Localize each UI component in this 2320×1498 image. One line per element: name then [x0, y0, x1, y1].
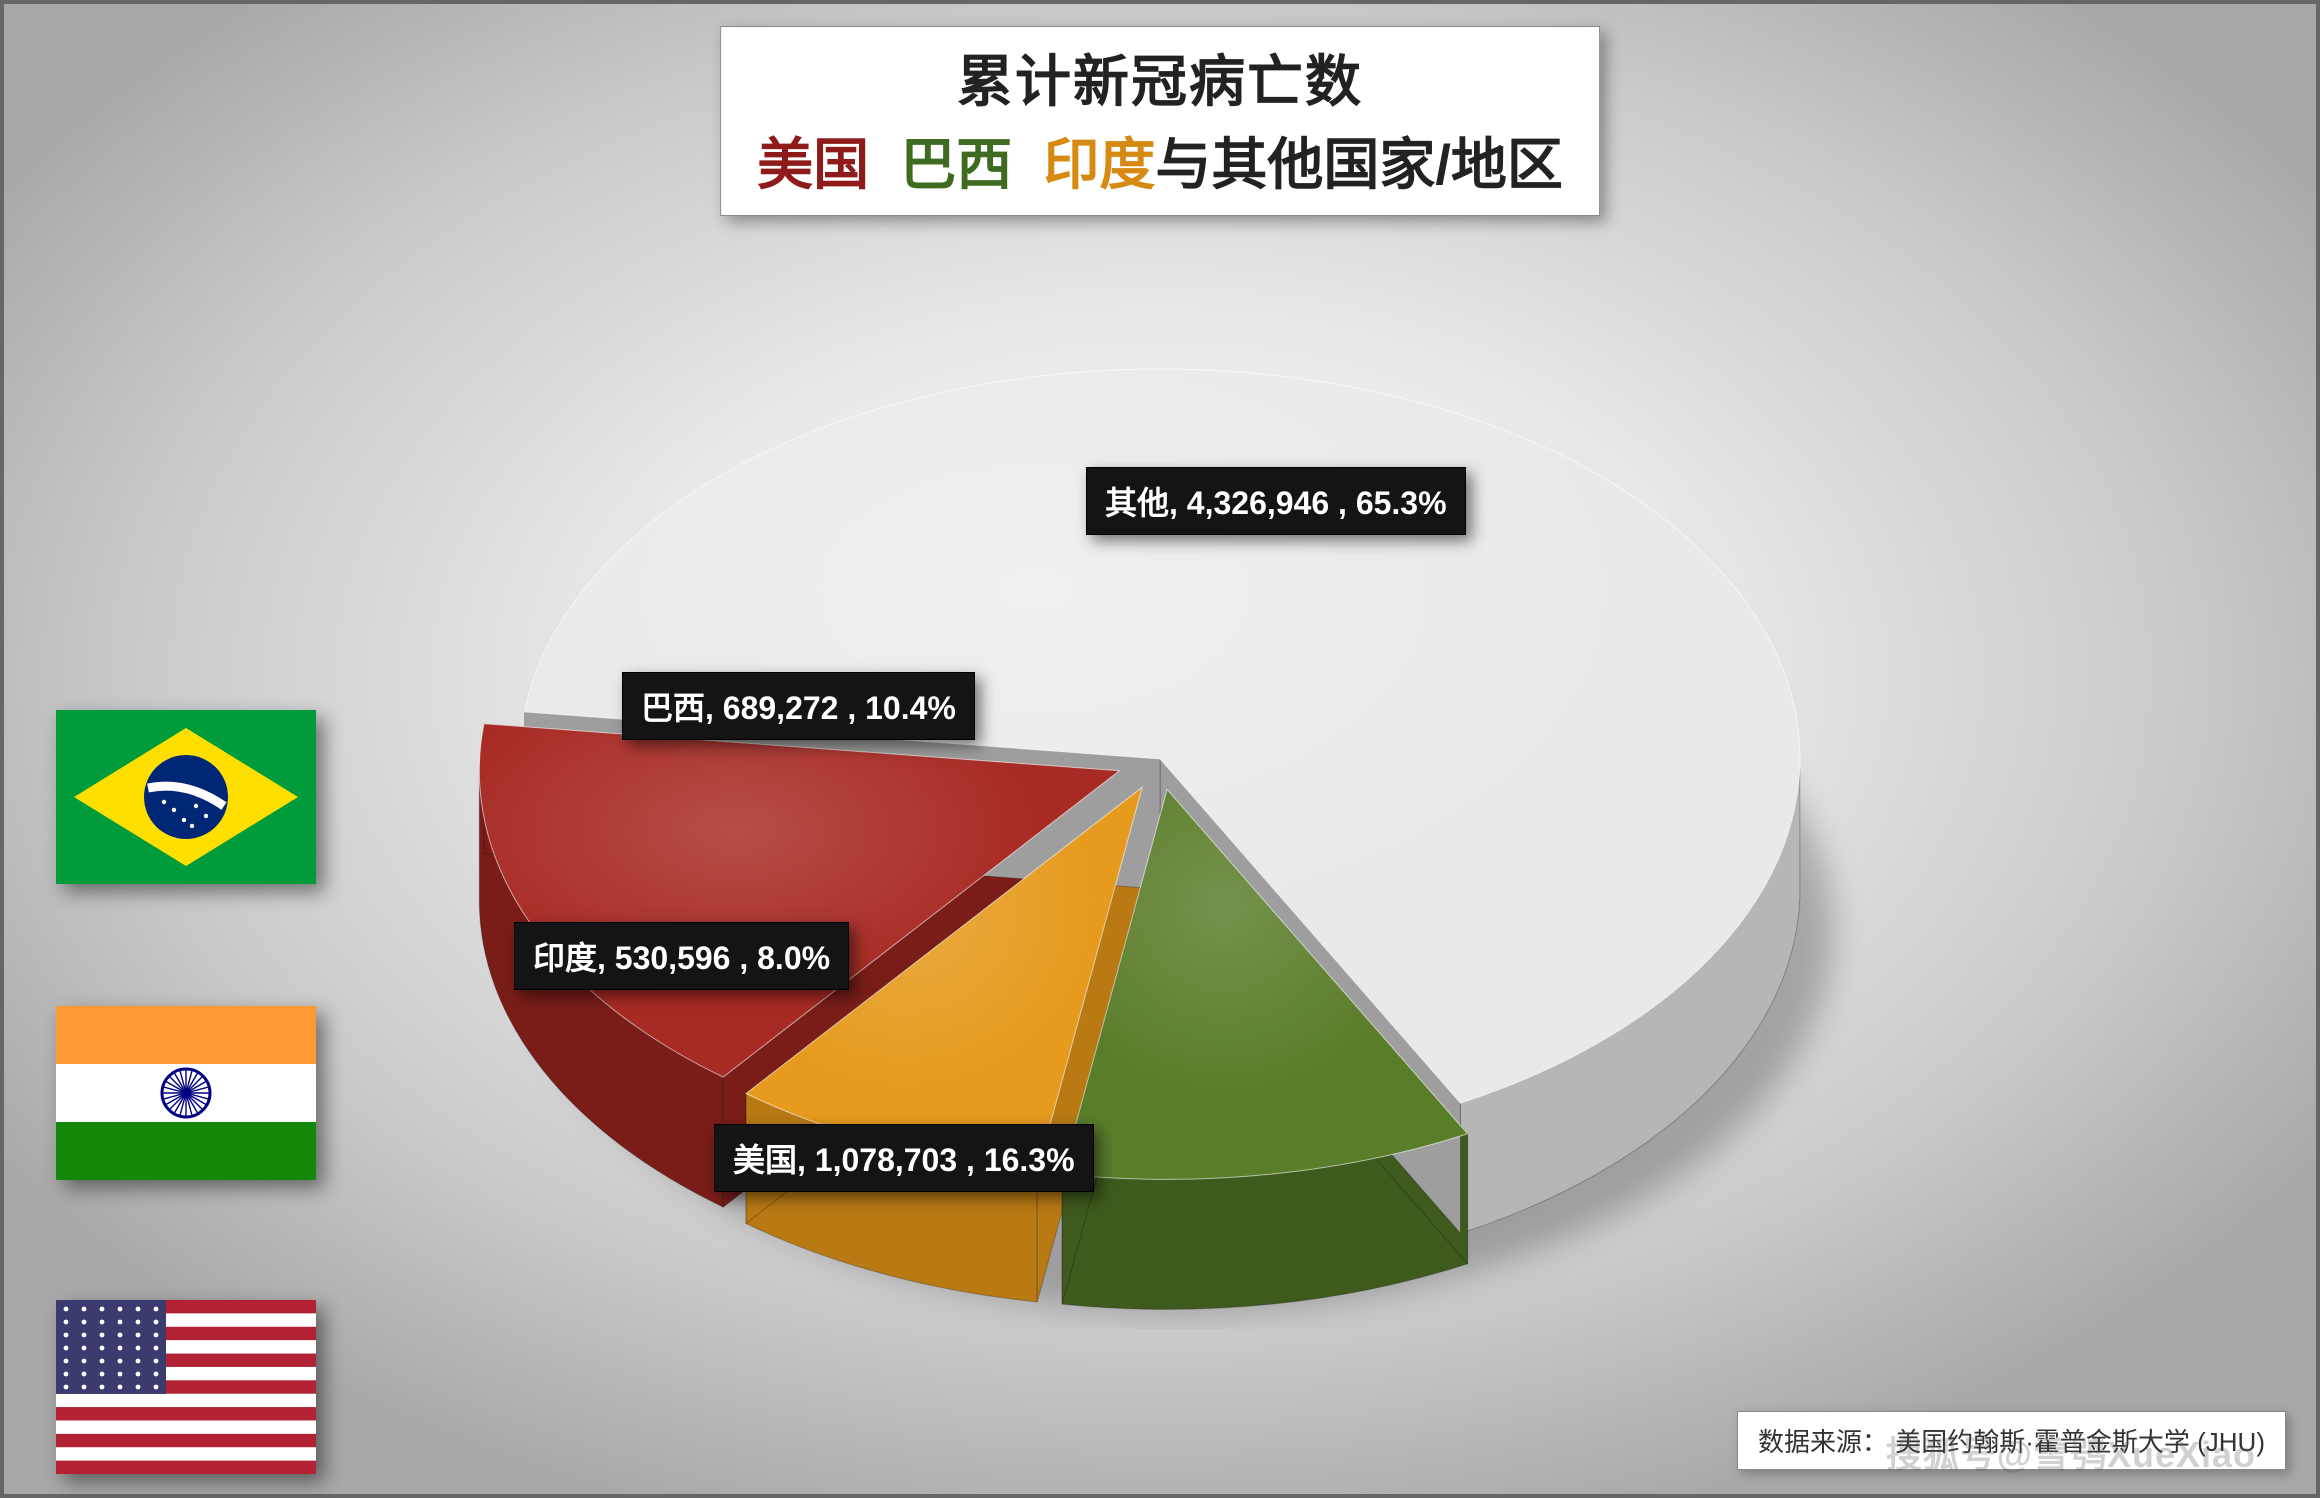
- flag-usa-svg: [56, 1300, 316, 1474]
- data-label-india: 印度, 530,596 , 8.0%: [514, 922, 849, 990]
- chart-title-line2: 美国 巴西 印度与其他国家/地区: [757, 120, 1563, 201]
- data-source-value: 美国约翰斯·霍普金斯大学 (JHU): [1895, 1427, 2265, 1457]
- title-token-in: 印度: [1043, 133, 1155, 196]
- data-label-usa: 美国, 1,078,703 , 16.3%: [714, 1124, 1094, 1192]
- data-label-other: 其他, 4,326,946 , 65.3%: [1086, 467, 1466, 535]
- data-label-brazil: 巴西, 689,272 , 10.4%: [622, 672, 975, 740]
- data-source-label: 数据来源：: [1758, 1427, 1888, 1457]
- data-source-box: 数据来源： 美国约翰斯·霍普金斯大学 (JHU): [1737, 1411, 2286, 1470]
- title-token-rest: 与其他国家/地区: [1155, 133, 1563, 196]
- flag-india: [56, 1006, 316, 1180]
- pie-svg: [390, 229, 1930, 1329]
- flag-usa: [56, 1300, 316, 1474]
- title-token-br: 巴西: [900, 133, 1012, 196]
- flag-brazil: [56, 710, 316, 884]
- chart-canvas: 累计新冠病亡数 美国 巴西 印度与其他国家/地区 其他, 4,326,946 ,…: [0, 0, 2320, 1498]
- title-token-us: 美国: [757, 133, 869, 196]
- chart-title-box: 累计新冠病亡数 美国 巴西 印度与其他国家/地区: [720, 26, 1600, 216]
- pie-chart: [390, 229, 1930, 1329]
- flag-india-svg: [56, 1006, 316, 1180]
- flag-brazil-svg: [56, 710, 316, 884]
- chart-title-line1: 累计新冠病亡数: [757, 37, 1563, 118]
